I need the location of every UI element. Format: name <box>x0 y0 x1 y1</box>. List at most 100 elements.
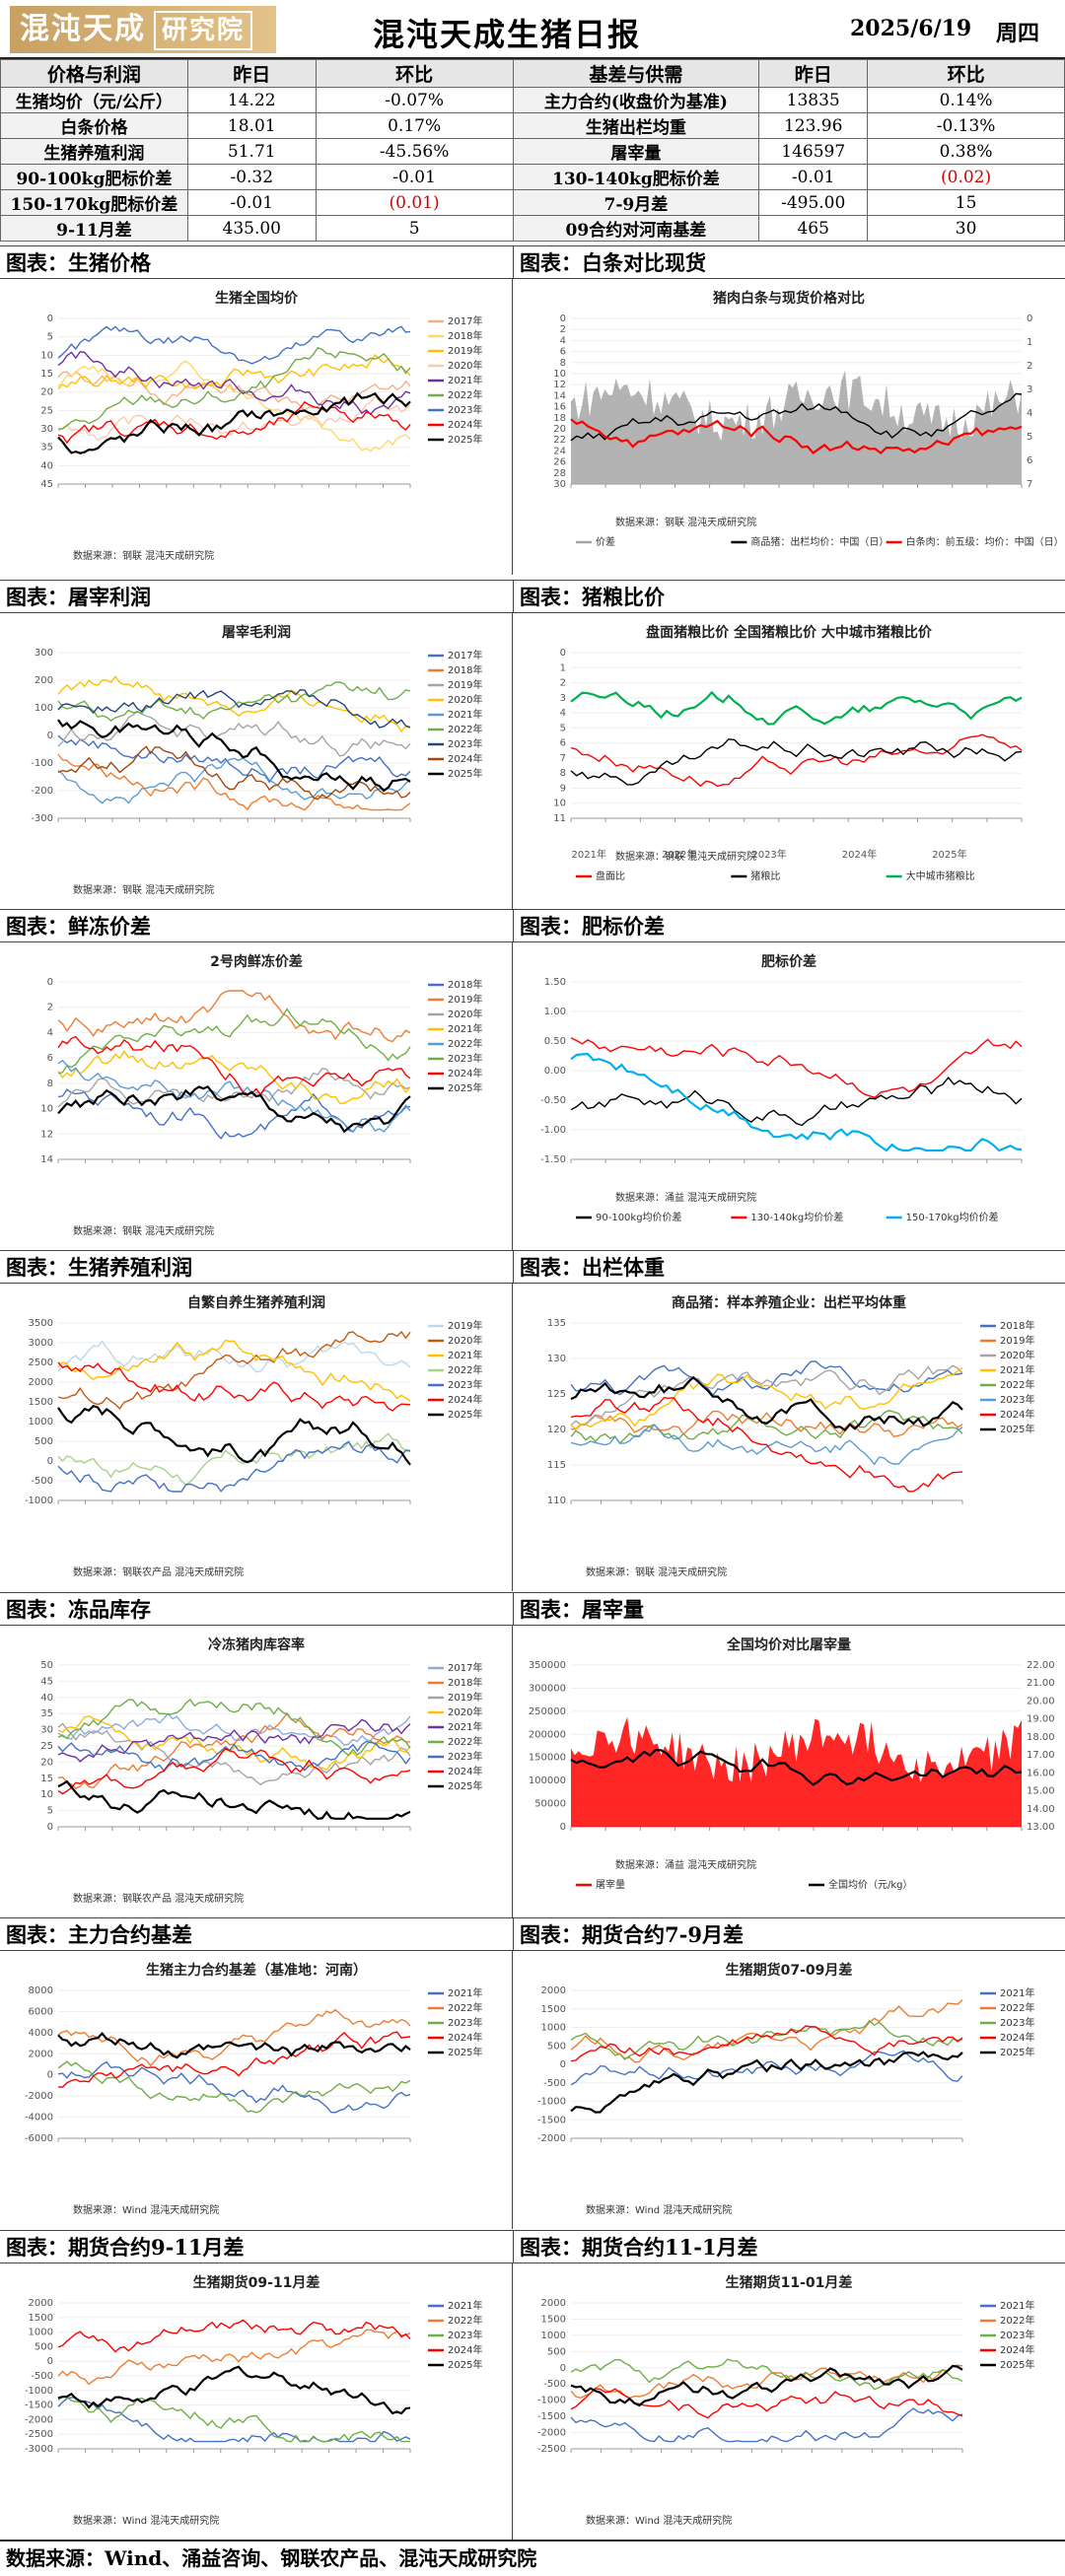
y2-tick-label: 2 <box>1027 361 1032 372</box>
y-tick-label: 50000 <box>534 1799 566 1810</box>
y2-tick-label: 15.00 <box>1027 1786 1055 1797</box>
y-tick-label: 5 <box>560 723 566 733</box>
kpi-cell-r-chg: (0.02) <box>867 164 1065 190</box>
chart-source: 数据来源：Wind 混沌天成研究院 <box>586 2203 732 2216</box>
kpi-cell-r-label: 130-140kg肥标价差 <box>512 164 760 190</box>
series-line <box>570 2388 963 2419</box>
chart-title: 冷冻猪肉库容率 <box>208 1636 305 1653</box>
series-line <box>57 757 411 804</box>
kpi-cell-r-label: 主力合约(收盘价为基准) <box>512 87 760 113</box>
legend-label: 2023年 <box>1000 2329 1034 2341</box>
y-tick-label: 120 <box>547 1425 566 1435</box>
y-tick-label: 8 <box>47 1079 53 1089</box>
legend-label: 2022年 <box>448 723 482 735</box>
series-line <box>57 1712 411 1746</box>
y-tick-label: 0 <box>47 1822 53 1833</box>
series-line <box>570 690 1023 726</box>
legend-label: 大中城市猪粮比 <box>906 870 975 882</box>
legend-label: 150-170kg均价价差 <box>906 1211 999 1223</box>
chart-c14: 生猪期货11-01月差 2000 1500 1000 500 0 -500 -1000 -150… <box>517 2265 1061 2538</box>
kpi-head: 环比 <box>315 59 514 88</box>
section-title-left: 图表：屠宰利润 <box>0 580 513 613</box>
y-tick-label: 1500 <box>29 1397 53 1408</box>
legend-label: 2018年 <box>448 663 482 676</box>
chart-title: 生猪期货11-01月差 <box>726 2274 853 2291</box>
kpi-head: 昨日 <box>186 59 317 88</box>
series-line <box>570 1423 963 1466</box>
legend-label: 2022年 <box>1000 2001 1034 2014</box>
legend-label: 2023年 <box>448 1378 482 1391</box>
kpi-row: 生猪均价（元/公斤） 14.22 -0.07% 主力合约(收盘价为基准) 13835 0.… <box>0 87 1065 113</box>
legend-label: 2022年 <box>448 2001 482 2014</box>
y-tick-label: 3 <box>560 693 566 704</box>
kpi-row: 白条价格 18.01 0.17% 生猪出栏均重 123.96 -0.13% <box>0 112 1065 139</box>
series-line <box>57 1714 411 1772</box>
chart-source: 数据来源：钢联农产品 混沌天成研究院 <box>73 1566 244 1578</box>
series-line <box>57 1339 411 1402</box>
series-line <box>57 675 411 733</box>
series-line <box>570 2364 963 2407</box>
y-tick-label: 2000 <box>29 1377 53 1388</box>
x-tick-label: 2021年 <box>572 848 606 861</box>
legend-label: 2024年 <box>448 418 482 431</box>
legend-label: 2019年 <box>448 1319 482 1332</box>
y-tick-label: 3000 <box>29 1338 53 1349</box>
y-tick-label: 110 <box>547 1496 566 1506</box>
legend-label: 2023年 <box>448 1052 482 1065</box>
series-line <box>570 1410 963 1444</box>
series-line <box>57 1361 411 1412</box>
y-tick-label: 0 <box>47 977 53 988</box>
series-line <box>57 1722 411 1786</box>
legend-label: 猪粮比 <box>750 870 780 882</box>
chart-source: 数据来源：涌益 混沌天成研究院 <box>615 1191 756 1204</box>
legend-label: 2023年 <box>1000 2016 1034 2029</box>
kpi-cell-r-val: 146597 <box>758 138 869 165</box>
kpi-row: 生猪养殖利润 51.71 -45.56% 屠宰量 146597 0.38% <box>0 138 1065 165</box>
section-title-left: 图表：生猪价格 <box>0 245 513 279</box>
legend-label: 2021年 <box>448 708 482 721</box>
kpi-cell-l-val: 51.71 <box>186 138 317 165</box>
series-line <box>57 2365 411 2415</box>
section-title-left: 图表：鲜冻价差 <box>0 909 513 942</box>
legend-label: 2021年 <box>448 2299 482 2312</box>
series-line <box>57 745 411 801</box>
series-line <box>57 710 411 757</box>
chart-svg: 自繁自养生猪养殖利润 3500 3000 2500 2000 1500 1000 500 0 -5… <box>25 1294 483 1578</box>
chart-svg: 生猪主力合约基差（基准地：河南） 8000 6000 4000 2000 0 -2000 -4… <box>25 1962 483 2216</box>
legend-label: 屠宰量 <box>596 1878 625 1891</box>
section-title-right: 图表：屠宰量 <box>513 1592 1065 1626</box>
series-line <box>57 1404 411 1466</box>
y-tick-label: 0 <box>47 1456 53 1467</box>
kpi-cell-r-val: -495.00 <box>758 189 869 216</box>
y-tick-label: 100 <box>35 703 53 714</box>
y-tick-label: 30 <box>553 479 566 490</box>
series-line <box>57 2319 411 2353</box>
y-tick-label: 12 <box>553 380 566 390</box>
y-tick-label: 35 <box>40 1708 53 1719</box>
report-header: 混沌天成 研究院 混沌天成生猪日报 2025/6/19 周四 <box>0 0 1065 59</box>
y2-tick-label: 4 <box>1027 408 1032 419</box>
series-line <box>570 1410 963 1437</box>
series-line <box>570 418 1023 455</box>
legend-label: 盘面比 <box>596 870 625 882</box>
kpi-cell-r-chg: 15 <box>867 189 1065 216</box>
series-line <box>57 351 411 416</box>
y-tick-label: 14 <box>553 390 566 401</box>
chart-title: 自繁自养生猪养殖利润 <box>187 1294 325 1311</box>
kpi-cell-r-label: 屠宰量 <box>512 138 760 165</box>
y-tick-label: 6000 <box>29 2006 53 2017</box>
kpi-cell-l-label: 90-100kg肥标价差 <box>0 164 188 190</box>
y-tick-label: -1000 <box>25 2386 53 2397</box>
legend-label: 2019年 <box>1000 1334 1034 1347</box>
legend-label: 2025年 <box>448 2046 482 2058</box>
section-title-right: 图表：白条对比现货 <box>513 245 1065 279</box>
legend-label: 2017年 <box>448 314 482 327</box>
y-tick-label: 200000 <box>529 1729 566 1740</box>
kpi-cell-r-chg: 30 <box>867 215 1065 242</box>
panel-divider <box>512 942 513 1250</box>
series-line <box>57 1747 411 1795</box>
kpi-cell-l-val: -0.32 <box>186 164 317 190</box>
y-tick-label: -2500 <box>25 2429 53 2440</box>
kpi-cell-r-chg: -0.13% <box>867 112 1065 139</box>
legend-label: 2022年 <box>448 2314 482 2327</box>
